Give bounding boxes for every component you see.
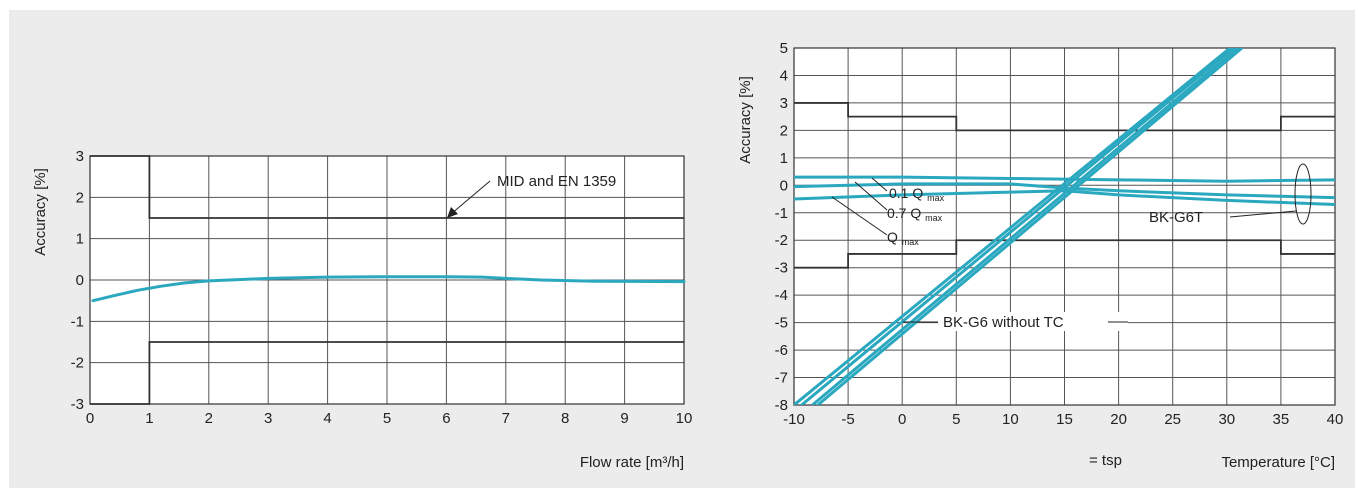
y-tick-label: -1 xyxy=(71,313,84,330)
y-tick-label: -3 xyxy=(775,260,788,277)
series-line xyxy=(794,182,1335,200)
series-line xyxy=(794,189,1335,207)
limit-line-upper xyxy=(794,102,1335,132)
x-tick-label: 1 xyxy=(145,410,153,427)
x-tick-label: 10 xyxy=(1002,411,1019,428)
y-tick-label: 0 xyxy=(76,272,84,289)
y-tick-label: 2 xyxy=(780,122,788,139)
bk-g6t-label: BK-G6T xyxy=(1149,209,1203,226)
y-tick-label: 1 xyxy=(780,150,788,167)
y-tick-label: 3 xyxy=(76,148,84,165)
x-tick-label: 5 xyxy=(383,410,391,427)
tsp-label: = tsp xyxy=(1089,452,1122,469)
label-0-7-sub: max xyxy=(925,213,943,223)
x-axis-label: Flow rate [m³/h] xyxy=(580,454,684,471)
x-tick-label: -10 xyxy=(783,411,805,428)
y-tick-label: 0 xyxy=(780,177,788,194)
plot-frame xyxy=(793,47,1336,406)
x-tick-label: -5 xyxy=(841,411,854,428)
y-tick-label: -5 xyxy=(775,315,788,332)
x-tick-label: 6 xyxy=(442,410,450,427)
label-0-7-qmax: 0.7 Q max xyxy=(854,181,943,223)
limit-line-lower xyxy=(90,341,684,405)
y-tick-label: 4 xyxy=(780,67,788,84)
plot-border xyxy=(793,47,1336,406)
y-tick-label: -8 xyxy=(775,397,788,414)
tick-labels: 0 1 2 3 4 5 6 7 8 9 10 -3 -2 -1 0 1 2 3 xyxy=(71,148,693,427)
x-tick-label: 40 xyxy=(1327,411,1344,428)
x-tick-label: 2 xyxy=(205,410,213,427)
series-line xyxy=(816,48,1244,405)
flow-rate-chart: 0 1 2 3 4 5 6 7 8 9 10 -3 -2 -1 0 1 2 3 Accuracy [%] Flow… xyxy=(32,148,692,471)
series-lines xyxy=(91,275,686,303)
plot-frame xyxy=(89,155,685,405)
y-tick-label: 2 xyxy=(76,189,84,206)
label-0-7-q: 0.7 Q xyxy=(887,205,921,221)
bk-g6-no-tc-label: BK-G6 without TC xyxy=(943,314,1064,331)
x-tick-label: 7 xyxy=(502,410,510,427)
series-line xyxy=(810,48,1240,405)
y-tick-label: 1 xyxy=(76,231,84,248)
x-tick-label: 5 xyxy=(952,411,960,428)
x-tick-label: 15 xyxy=(1056,411,1073,428)
annotation-mid-label: MID and EN 1359 xyxy=(497,173,616,190)
svg-text:0.1 Q max: 0.1 Q max xyxy=(889,185,945,203)
x-tick-label: 4 xyxy=(323,410,331,427)
x-tick-label: 25 xyxy=(1164,411,1181,428)
series-line xyxy=(794,175,1335,183)
x-tick-label: 9 xyxy=(620,410,628,427)
y-tick-label: -3 xyxy=(71,396,84,413)
limit-line-lower xyxy=(794,239,1335,269)
y-tick-label: -1 xyxy=(775,205,788,222)
label-q: Q xyxy=(887,229,898,245)
x-tick-label: 0 xyxy=(86,410,94,427)
y-tick-label: -4 xyxy=(775,287,788,304)
y-axis-label: Accuracy [%] xyxy=(737,76,754,164)
series-line xyxy=(91,275,686,303)
series-lines xyxy=(794,48,1335,405)
y-tick-label: -2 xyxy=(71,355,84,372)
y-tick-label: 5 xyxy=(780,40,788,57)
series-line xyxy=(800,48,1235,405)
mid-limit-lines xyxy=(794,102,1335,269)
y-tick-label: -2 xyxy=(775,232,788,249)
svg-text:Q max: Q max xyxy=(887,229,919,247)
y-axis-label: Accuracy [%] xyxy=(32,168,49,256)
label-0-1-sub: max xyxy=(927,193,945,203)
x-tick-label: 10 xyxy=(676,410,693,427)
x-tick-label: 3 xyxy=(264,410,272,427)
label-0-1-qmax: 0.1 Q max xyxy=(871,177,945,203)
x-tick-label: 8 xyxy=(561,410,569,427)
mid-limit-lines xyxy=(90,155,684,405)
y-tick-label: 3 xyxy=(780,95,788,112)
svg-text:0.7 Q max: 0.7 Q max xyxy=(887,205,943,223)
limit-line-upper xyxy=(90,155,684,219)
x-tick-label: 35 xyxy=(1273,411,1290,428)
temperature-chart: -10 -5 0 5 10 15 20 25 30 35 40-8-7-6-5-4-3-2-1012… xyxy=(737,40,1343,471)
label-q-sub: max xyxy=(902,237,920,247)
x-axis-label: Temperature [°C] xyxy=(1221,454,1335,471)
y-tick-label: -6 xyxy=(775,342,788,359)
annotation-bk-g6-no-tc: BK-G6 without TC xyxy=(903,312,1128,331)
tick-labels: -10 -5 0 5 10 15 20 25 30 35 40-8-7-6-5-4-3-2-1012… xyxy=(775,40,1344,428)
series-line xyxy=(794,48,1232,405)
annotation-mid-en1359: MID and EN 1359 xyxy=(447,173,616,218)
label-qmax: Q max xyxy=(831,196,919,247)
x-tick-label: 20 xyxy=(1110,411,1127,428)
label-0-1-q: 0.1 Q xyxy=(889,185,923,201)
y-tick-label: -7 xyxy=(775,370,788,387)
x-tick-label: 0 xyxy=(898,411,906,428)
plot-border xyxy=(89,155,685,405)
annotation-bk-g6t: BK-G6T xyxy=(1149,163,1312,226)
x-tick-label: 30 xyxy=(1218,411,1235,428)
